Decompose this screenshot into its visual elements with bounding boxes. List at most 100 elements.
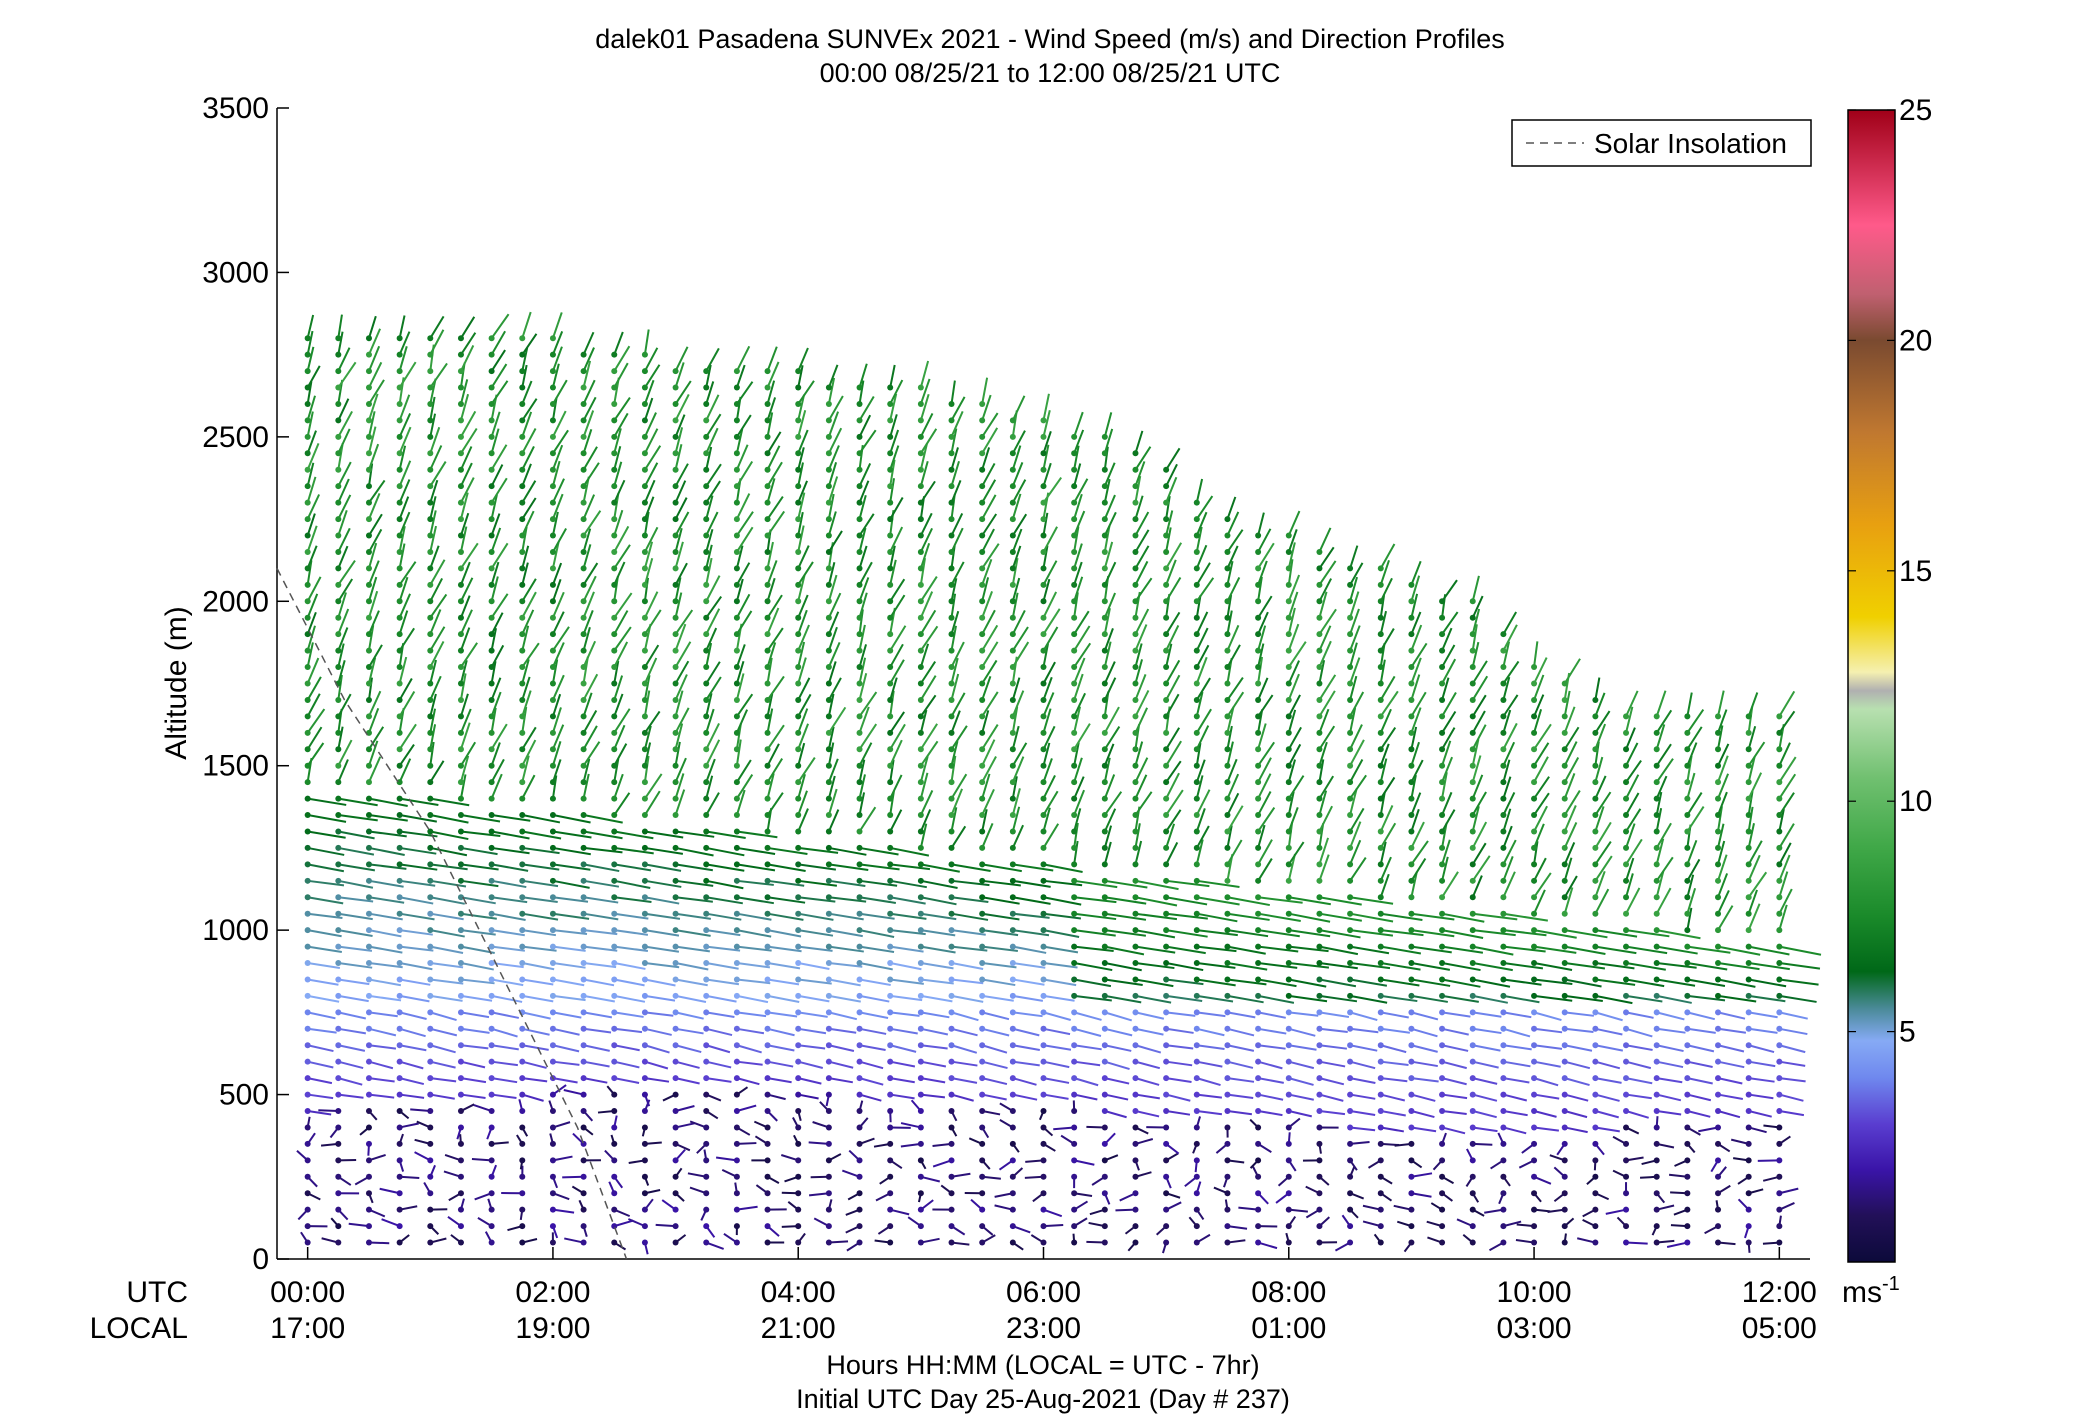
wind-barb-shaft bbox=[307, 1044, 334, 1053]
wind-barb-shaft bbox=[1073, 592, 1079, 618]
wind-barb-shaft bbox=[582, 741, 601, 767]
wind-barb-point bbox=[1040, 1058, 1047, 1065]
wind-barb-point bbox=[427, 483, 434, 490]
wind-barb-point bbox=[1132, 713, 1139, 720]
wind-barb-shaft bbox=[1778, 773, 1797, 800]
wind-barb-shaft bbox=[1073, 625, 1091, 652]
wind-barb-point bbox=[1071, 499, 1078, 506]
wind-barb-shaft bbox=[582, 510, 602, 537]
wind-barb-shaft bbox=[1533, 723, 1552, 750]
wind-barb-point bbox=[1439, 894, 1446, 901]
wind-barb-point bbox=[1193, 1190, 1200, 1197]
wind-barb-point bbox=[1224, 1124, 1231, 1131]
wind-barb-point bbox=[1285, 1157, 1292, 1164]
wind-barb-shaft bbox=[1748, 1044, 1775, 1054]
wind-barb-shaft bbox=[827, 788, 838, 816]
wind-barb-point bbox=[304, 894, 311, 901]
wind-barb-shaft bbox=[1717, 755, 1729, 783]
wind-barb-shaft bbox=[705, 511, 719, 536]
wind-barb-shaft bbox=[919, 461, 929, 487]
wind-barb-point bbox=[1040, 1239, 1047, 1246]
wind-barb-shaft bbox=[674, 674, 688, 701]
wind-barb-point bbox=[1009, 1058, 1016, 1065]
wind-barb-point bbox=[396, 1058, 403, 1065]
wind-barb-shaft bbox=[1042, 444, 1050, 470]
wind-barb-point bbox=[1377, 598, 1384, 605]
wind-barb-point bbox=[365, 335, 372, 342]
wind-barb-point bbox=[795, 1009, 802, 1016]
wind-barb-point bbox=[1408, 746, 1415, 753]
wind-barb-point bbox=[795, 680, 802, 687]
colorbar-tick-label: 25 bbox=[1899, 94, 1932, 127]
wind-barb-point bbox=[1163, 1025, 1170, 1032]
wind-barb-point bbox=[611, 1075, 618, 1082]
wind-barb-point bbox=[1193, 1223, 1200, 1230]
wind-barb-shaft bbox=[1472, 945, 1514, 956]
wind-barb-point bbox=[979, 746, 986, 753]
wind-barb-shaft bbox=[889, 677, 898, 701]
wind-barb-point bbox=[1439, 1206, 1446, 1213]
wind-barb-shaft bbox=[522, 896, 558, 903]
wind-barb-point bbox=[1163, 696, 1170, 703]
wind-barb-shaft bbox=[889, 1208, 910, 1216]
wind-barb-point bbox=[795, 1239, 802, 1246]
wind-barb-point bbox=[887, 1025, 894, 1032]
wind-barb-point bbox=[1531, 927, 1538, 934]
wind-barb-shaft bbox=[1073, 822, 1079, 849]
wind-barb-point bbox=[549, 1025, 556, 1032]
wind-barb-point bbox=[1745, 976, 1752, 983]
wind-barb-shaft bbox=[735, 545, 744, 569]
wind-barb-shaft bbox=[1135, 912, 1178, 921]
wind-barb-point bbox=[1715, 1042, 1722, 1049]
wind-barb-shaft bbox=[797, 365, 804, 388]
wind-barb-shaft bbox=[614, 1077, 640, 1084]
wind-barb-shaft bbox=[766, 792, 784, 816]
wind-barb-point bbox=[488, 548, 495, 555]
wind-barb-shaft bbox=[1656, 994, 1692, 1004]
wind-barb-point bbox=[304, 532, 311, 539]
wind-barb-shaft bbox=[582, 347, 595, 372]
wind-barb-point bbox=[1439, 976, 1446, 983]
wind-barb-shaft bbox=[368, 328, 381, 356]
wind-barb-point bbox=[703, 565, 710, 572]
wind-barb-point bbox=[365, 581, 372, 588]
wind-barb-point bbox=[304, 1124, 311, 1131]
wind-barb-shaft bbox=[522, 912, 559, 921]
wind-barb-point bbox=[948, 450, 955, 457]
wind-barb-point bbox=[1684, 976, 1691, 983]
y-tick-label: 2000 bbox=[202, 585, 269, 618]
wind-barb-shaft bbox=[981, 1011, 1010, 1021]
wind-barb-point bbox=[1132, 729, 1139, 736]
wind-barb-shaft bbox=[429, 315, 445, 339]
wind-barb-point bbox=[979, 696, 986, 703]
x-axis-label: Hours HH:MM (LOCAL = UTC - 7hr) bbox=[826, 1350, 1259, 1380]
wind-barb-shaft bbox=[1103, 462, 1116, 487]
wind-barb-point bbox=[1316, 960, 1323, 967]
wind-barb-point bbox=[672, 384, 679, 391]
wind-barb-point bbox=[1316, 1075, 1323, 1082]
wind-barb-point bbox=[1377, 910, 1384, 917]
wind-barb-shaft bbox=[643, 379, 655, 405]
wind-barb-point bbox=[335, 450, 342, 457]
wind-barb-point bbox=[1009, 812, 1016, 819]
wind-barb-point bbox=[948, 565, 955, 572]
wind-barb-shaft bbox=[1103, 661, 1116, 684]
wind-barb-shaft bbox=[1503, 945, 1546, 953]
wind-barb-point bbox=[1224, 1009, 1231, 1016]
wind-barb-shaft bbox=[766, 380, 776, 405]
wind-barb-point bbox=[825, 713, 832, 720]
wind-barb-point bbox=[825, 483, 832, 490]
wind-barb-shaft bbox=[1288, 1077, 1314, 1086]
wind-barb-point bbox=[641, 1206, 648, 1213]
wind-barb-shaft bbox=[1564, 929, 1608, 939]
wind-barb-point bbox=[1255, 1091, 1262, 1098]
wind-barb-point bbox=[396, 976, 403, 983]
wind-barb-point bbox=[1255, 1239, 1262, 1246]
wind-barb-point bbox=[825, 614, 832, 621]
wind-barb-shaft bbox=[1011, 528, 1023, 553]
wind-barb-shaft bbox=[306, 676, 322, 701]
wind-barb-point bbox=[519, 960, 526, 967]
wind-barb-shaft bbox=[736, 896, 774, 905]
wind-barb-point bbox=[1776, 877, 1783, 884]
wind-barb-shaft bbox=[306, 381, 313, 405]
